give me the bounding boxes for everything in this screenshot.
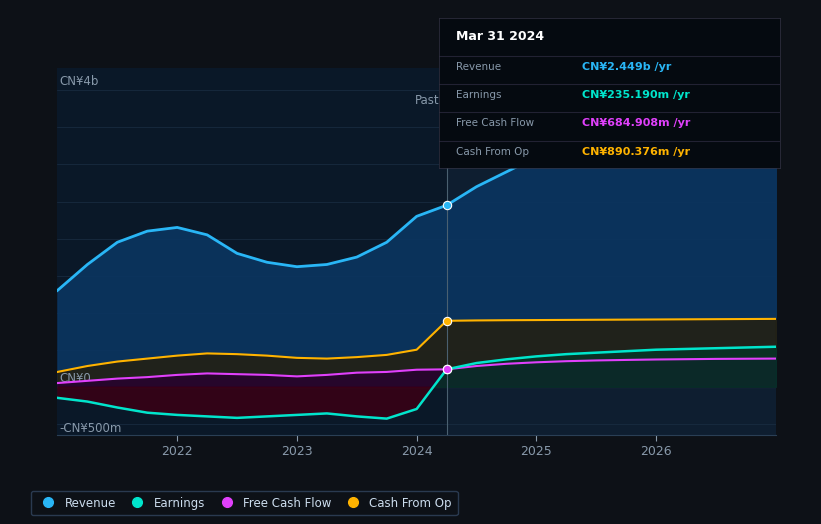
Text: CN¥4b: CN¥4b xyxy=(59,75,99,89)
Text: Earnings: Earnings xyxy=(456,90,502,100)
Text: Analysts Forecasts: Analysts Forecasts xyxy=(454,94,564,107)
Text: -CN¥500m: -CN¥500m xyxy=(59,422,122,435)
Text: CN¥235.190m /yr: CN¥235.190m /yr xyxy=(582,90,690,100)
Bar xyxy=(447,68,776,435)
Text: Revenue: Revenue xyxy=(456,62,502,72)
Text: CN¥0: CN¥0 xyxy=(59,372,90,385)
Text: Mar 31 2024: Mar 31 2024 xyxy=(456,30,544,43)
Text: CN¥684.908m /yr: CN¥684.908m /yr xyxy=(582,118,690,128)
Text: CN¥2.449b /yr: CN¥2.449b /yr xyxy=(582,62,672,72)
Text: CN¥890.376m /yr: CN¥890.376m /yr xyxy=(582,147,690,157)
Bar xyxy=(57,68,447,435)
Legend: Revenue, Earnings, Free Cash Flow, Cash From Op: Revenue, Earnings, Free Cash Flow, Cash … xyxy=(30,490,457,516)
Text: Free Cash Flow: Free Cash Flow xyxy=(456,118,534,128)
Text: Cash From Op: Cash From Op xyxy=(456,147,530,157)
Text: Past: Past xyxy=(415,94,439,107)
